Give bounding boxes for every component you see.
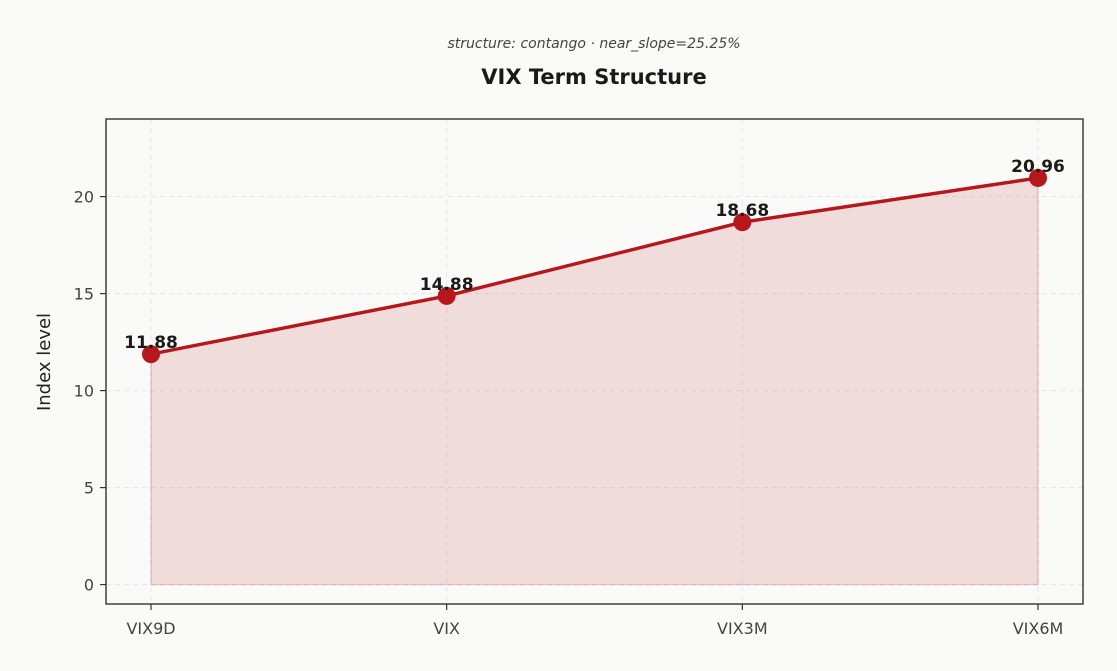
data-point <box>733 213 752 232</box>
y-axis: 0 5 10 15 20 <box>74 188 106 595</box>
x-tick-label: VIX9D <box>126 619 175 638</box>
chart-title: VIX Term Structure <box>481 65 706 89</box>
data-label: 20.96 <box>1011 157 1065 177</box>
y-tick-label: 10 <box>74 382 94 401</box>
x-tick-label: VIX <box>433 619 460 638</box>
grid <box>106 119 1083 604</box>
data-point <box>1029 168 1047 187</box>
data-label-layer: 11.88 14.88 18.68 20.96 <box>124 157 1065 353</box>
data-point <box>437 286 456 305</box>
area-fill <box>150 177 1039 586</box>
line-layer <box>149 176 1040 356</box>
x-axis: VIX9D VIX VIX3M VIX6M <box>126 604 1063 638</box>
x-tick-label: VIX6M <box>1013 619 1064 638</box>
marker-layer <box>142 168 1047 364</box>
y-tick-label: 0 <box>84 576 94 595</box>
y-tick-label: 5 <box>84 479 94 498</box>
chart-subtitle: structure: contango · near_slope=25.25% <box>447 36 740 52</box>
y-tick-label: 15 <box>74 285 94 304</box>
plot-frame <box>105 118 1084 605</box>
area-layer <box>150 177 1039 586</box>
series-line <box>149 176 1040 356</box>
data-label: 14.88 <box>420 275 474 295</box>
data-point <box>142 345 160 364</box>
y-tick-label: 20 <box>74 188 94 207</box>
y-axis-label: Index level <box>34 313 55 411</box>
x-tick-label: VIX3M <box>717 619 768 638</box>
data-label: 18.68 <box>715 201 769 221</box>
data-label: 11.88 <box>124 333 178 353</box>
